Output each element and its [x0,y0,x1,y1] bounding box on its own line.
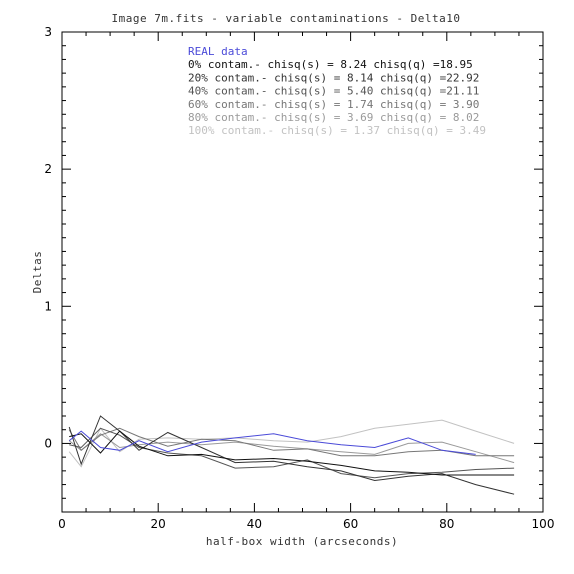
axis-ticks: 0 20 40 60 80 100 0 1 2 3 [44,25,554,531]
x-axis-title: half-box width (arcseconds) [206,535,398,548]
legend-entry-1: 0% contam.- chisq(s) = 8.24 chisq(q) =18… [188,58,473,71]
x-tick-label: 100 [532,517,555,531]
legend-entry-4: 60% contam.- chisq(s) = 1.74 chisq(q) = … [188,98,479,111]
series-line-0 [68,430,476,455]
y-tick-label: 1 [44,299,52,313]
x-tick-label: 80 [439,517,454,531]
legend-entry-2: 20% contam.- chisq(s) = 8.14 chisq(q) =2… [188,71,479,84]
x-tick-label: 0 [58,517,66,531]
series-line-1 [69,430,515,476]
series-line-5 [68,433,515,464]
y-tick-label: 2 [44,162,52,176]
series-layer [68,415,515,495]
y-tick-label: 0 [44,436,52,450]
legend-entry-6: 100% contam.- chisq(s) = 1.37 chisq(q) =… [188,124,486,137]
legend-entry-0: REAL data [188,45,248,58]
series-line-3 [69,427,515,479]
series-line-6 [68,419,515,468]
y-axis-title: Deltas [31,251,44,294]
legend-entry-3: 40% contam.- chisq(s) = 5.40 chisq(q) =2… [188,85,479,98]
legend-entry-5: 80% contam.- chisq(s) = 3.69 chisq(q) = … [188,111,479,124]
y-tick-label: 3 [44,25,52,39]
series-line-2 [68,415,515,495]
chart-title: Image 7m.fits - variable contaminations … [111,12,460,25]
x-tick-label: 60 [343,517,358,531]
x-tick-label: 40 [247,517,262,531]
x-tick-label: 20 [151,517,166,531]
